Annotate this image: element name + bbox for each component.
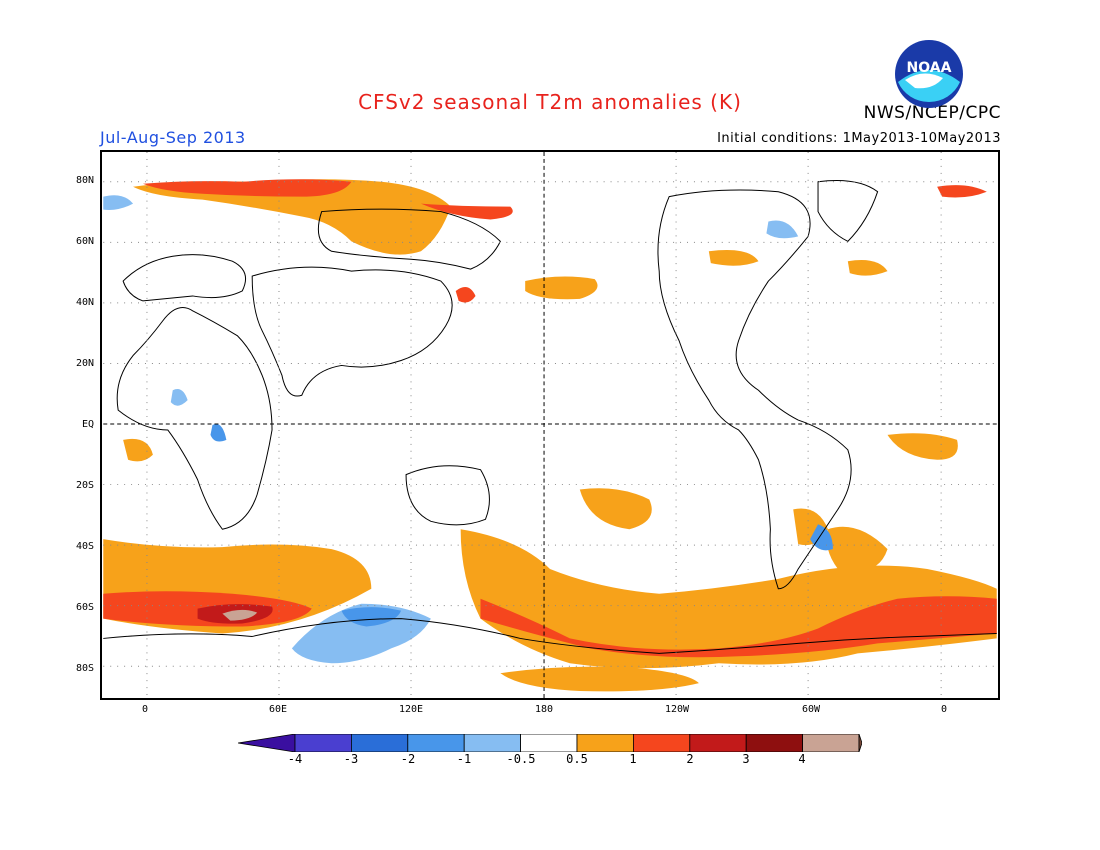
agency-label: NWS/NCEP/CPC [863,103,1001,123]
colorbar-cell [632,734,691,752]
lon-label-60e: 60E [268,704,288,715]
colorbar-label: -4 [287,752,303,766]
lat-label-80n: 80N [75,175,94,186]
anomaly-shading [103,179,997,692]
colorbar-cell [463,734,521,752]
lat-label-20n: 20N [75,358,94,369]
colorbar-arrow-right [858,734,862,752]
colorbar-label: 0.5 [566,752,588,766]
colorbar-label: -3 [343,752,359,766]
colorbar-label: 1 [629,752,637,766]
colorbar-label: -1 [456,752,472,766]
colorbar-cell [351,734,409,752]
colorbar-label: 3 [742,752,750,766]
lat-label-80s: 80S [75,663,94,674]
lat-label-20s: 20S [75,480,94,491]
lon-label-180: 180 [534,704,554,715]
colorbar-arrow-left [238,734,296,752]
colorbar-cell [689,734,747,752]
lon-label-0: 0 [141,704,149,715]
colorbar [238,734,862,752]
colorbar-cell [802,734,860,752]
lat-label-eq: EQ [81,419,94,430]
lat-label-60s: 60S [75,602,94,613]
map-title: CFSv2 seasonal T2m anomalies (K) [358,90,742,114]
forecast-period: Jul-Aug-Sep 2013 [100,128,246,147]
lat-label-40n: 40N [75,297,94,308]
grid [103,152,997,698]
colorbar-cell [520,734,578,752]
grid-dots [103,152,997,698]
colorbar-cell [576,734,634,752]
lon-label-60w: 60W [801,704,821,715]
colorbar-label: -0.5 [506,752,536,766]
noaa-logo: NOAA [895,40,963,108]
lat-label-60n: 60N [75,236,94,247]
colorbar-cell [745,734,804,752]
lon-label-0-right: 0 [940,704,948,715]
colorbar-cell [294,734,352,752]
lon-label-120e: 120E [398,704,424,715]
colorbar-label: -2 [400,752,416,766]
initial-conditions: Initial conditions: 1May2013-10May2013 [717,131,1001,146]
lon-label-120w: 120W [664,704,690,715]
colorbar-cell [407,734,465,752]
svg-text:NOAA: NOAA [907,60,952,76]
colorbar-label: 4 [798,752,806,766]
colorbar-label: 2 [686,752,694,766]
anomaly-map [100,150,1000,700]
lat-label-40s: 40S [75,541,94,552]
